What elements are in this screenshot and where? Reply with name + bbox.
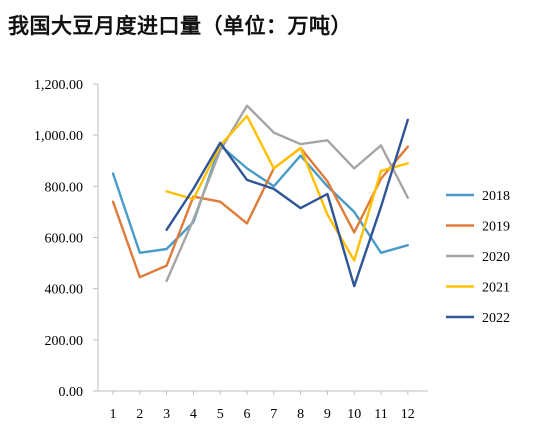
- x-tick-label: 9: [324, 407, 331, 422]
- y-tick-label: 200.00: [45, 334, 84, 349]
- x-tick-label: 8: [297, 407, 304, 422]
- legend-label: 2018: [482, 189, 510, 204]
- legend-item-2020: 2020: [446, 250, 510, 265]
- y-tick-label: 0.00: [59, 385, 84, 400]
- legend-item-2022: 2022: [446, 311, 510, 326]
- y-tick-label: 1,000.00: [34, 129, 83, 144]
- series-line-2020: [165, 104, 409, 283]
- legend-item-2018: 2018: [446, 189, 510, 204]
- series-line-2021: [165, 114, 409, 262]
- x-tick-label: 1: [110, 407, 117, 422]
- legend-label: 2019: [482, 220, 510, 235]
- y-tick-label: 1,200.00: [34, 78, 83, 93]
- legend: 2018 2019 2020 2021 2022: [446, 189, 510, 326]
- series-line-2019: [111, 145, 409, 279]
- chart-title: 我国大豆月度进口量（单位：万吨）: [8, 14, 352, 38]
- y-tick-label: 800.00: [45, 180, 84, 195]
- y-tick-label: 400.00: [45, 283, 84, 298]
- series-line-2018: [111, 144, 409, 255]
- x-tick-label: 7: [270, 407, 277, 422]
- x-tick-label: 6: [244, 407, 251, 422]
- legend-item-2021: 2021: [446, 281, 510, 296]
- x-tick-label: 3: [163, 407, 170, 422]
- legend-label: 2022: [482, 311, 510, 326]
- legend-item-2019: 2019: [446, 220, 510, 235]
- y-tick-label: 600.00: [45, 232, 84, 247]
- legend-label: 2021: [482, 281, 510, 296]
- series-line-2022: [165, 118, 409, 288]
- x-tick-label: 4: [190, 407, 197, 422]
- x-tick-label: 10: [347, 407, 361, 422]
- x-tick-label: 11: [374, 407, 387, 422]
- legend-label: 2020: [482, 250, 510, 265]
- series-lines: [111, 104, 409, 288]
- axes: 0.00 200.00 400.00 600.00 800.00 1,000.00 1,20…: [34, 78, 428, 422]
- x-tick-label: 12: [401, 407, 415, 422]
- x-tick-label: 2: [136, 407, 143, 422]
- x-tick-label: 5: [217, 407, 224, 422]
